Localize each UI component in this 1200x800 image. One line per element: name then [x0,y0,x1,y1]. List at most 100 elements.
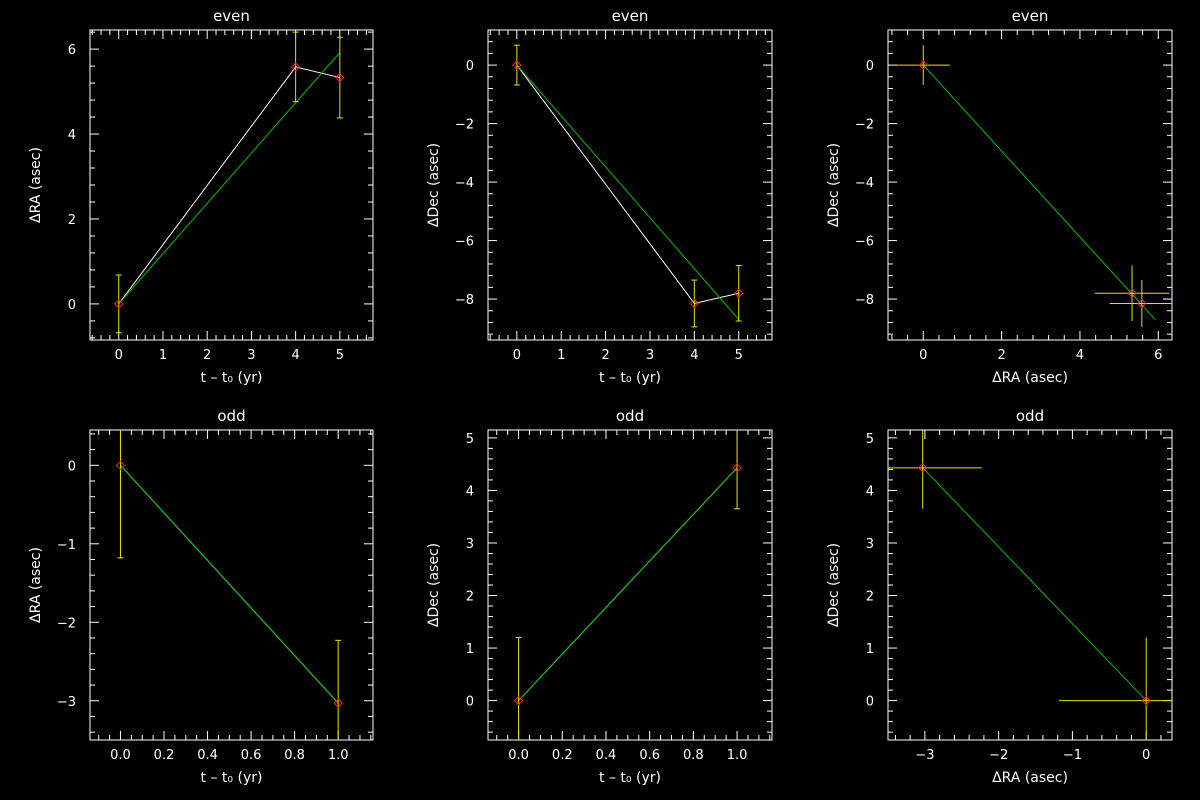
x-axis-label: t – t₀ (yr) [201,770,263,786]
plot-frame [89,429,374,741]
panel-title: even [213,7,250,25]
y-axis-label: ΔRA (asec) [28,547,44,623]
fit-line [518,467,738,701]
x-axis-label: t – t₀ (yr) [599,370,661,386]
x-tick-label: 0.2 [552,748,573,763]
y-tick-label: 2 [68,213,76,228]
y-tick-label: −4 [455,176,474,191]
x-tick-label: 2 [203,348,211,363]
plot-frame [89,29,374,341]
fit-line [922,64,1156,320]
x-tick-label: 0.6 [241,748,262,763]
y-tick-label: 4 [68,128,76,143]
data-layer [513,44,742,328]
y-tick-label: −1 [57,538,76,553]
y-tick-label: 0 [466,59,474,74]
x-tick-label: 1 [557,348,565,363]
data-point [732,463,742,473]
x-tick-label: 0.4 [197,748,218,763]
x-tick-label: 3 [247,348,255,363]
x-tick-label: 5 [336,348,344,363]
x-tick-label: 0 [513,348,521,363]
panel-1: 0 1 2 3 4 5 0 2 4 6 even t – t₀ (yr) ΔRA (asec) [28,7,374,386]
y-tick-label: −4 [855,176,874,191]
data-point [917,463,928,473]
data-point [114,299,124,309]
data-point [512,60,522,70]
x-tick-label: 4 [1076,348,1084,363]
panel-4: 0.0 0.2 0.4 0.6 0.8 1.0 −3 −2 −1 0 odd t – t₀ (yr) Δ… [28,407,374,786]
data-point [1127,288,1137,298]
y-tick-label: 1 [466,642,474,657]
y-tick-label: 2 [866,590,874,605]
x-tick-label: 1.0 [727,748,748,763]
x-axis-label: ΔRA (asec) [992,370,1068,386]
x-axis-label: ΔRA (asec) [992,770,1068,786]
x-tick-label: 0.0 [508,748,529,763]
data-point [335,72,345,83]
fit-line [516,64,740,320]
y-tick-label: 4 [466,484,474,499]
panel-3: 0 2 4 6 −8 −6 −4 −2 0 even ΔRA (asec) ΔDec (asec) [826,7,1173,386]
panel-5: 0.0 0.2 0.4 0.6 0.8 1.0 0 1 2 3 4 5 odd t – t₀ (yr) ΔD… [426,407,773,786]
x-tick-label: 0.4 [596,748,617,763]
y-tick-label: 3 [866,537,874,552]
y-tick-label: 0 [68,459,76,474]
data-point [333,698,343,708]
x-tick-label: 6 [1154,348,1162,363]
y-tick-label: −8 [855,293,874,308]
panel-title: odd [616,407,644,425]
y-axis-label: ΔRA (asec) [28,147,44,223]
x-tick-label: 0 [919,348,927,363]
fit-line [922,467,1147,701]
data-line [118,66,340,305]
x-axis-label: t – t₀ (yr) [201,370,263,386]
data-line [516,64,739,305]
x-tick-label: 0.6 [639,748,660,763]
data-layer [515,430,741,740]
x-tick-label: −2 [989,748,1008,763]
y-tick-label: 5 [466,432,474,447]
data-layer [896,45,1172,327]
x-tick-label: 1 [159,348,167,363]
panel-title: even [612,7,649,25]
y-tick-label: −6 [455,235,474,250]
y-axis-label: ΔDec (asec) [426,543,442,627]
panel-title: even [1012,7,1049,25]
y-tick-label: 0 [68,298,76,313]
data-point [918,60,928,70]
x-tick-label: −3 [915,748,934,763]
fit-line [120,464,339,704]
plot-frame [887,29,1173,341]
x-tick-label: 0 [1142,748,1150,763]
x-tick-label: 0.8 [683,748,704,763]
x-tick-label: 1.0 [328,748,349,763]
x-tick-label: 5 [735,348,743,363]
y-tick-label: 4 [866,484,874,499]
x-tick-label: 0.8 [284,748,305,763]
panel-title: odd [217,407,245,425]
y-tick-label: −2 [455,118,474,133]
y-tick-label: 0 [466,695,474,710]
x-axis-label: t – t₀ (yr) [599,770,661,786]
data-point [290,62,301,72]
data-point [115,460,126,471]
panel-title: odd [1016,407,1044,425]
y-tick-label: 2 [466,590,474,605]
data-point [734,288,744,298]
panel-2: 0 1 2 3 4 5 −8 −6 −4 −2 0 even t – t₀ (yr) ΔDec (asec… [426,7,773,386]
y-tick-label: −3 [57,695,76,710]
data-point [513,695,524,706]
y-tick-label: −8 [455,293,474,308]
x-tick-label: −1 [1063,748,1082,763]
x-tick-label: 4 [690,348,698,363]
x-tick-label: 4 [291,348,299,363]
y-tick-label: −6 [855,235,874,250]
y-tick-label: −2 [57,616,76,631]
x-tick-label: 2 [601,348,609,363]
y-tick-label: 3 [466,537,474,552]
data-point [689,298,700,309]
data-layer [117,430,342,740]
y-tick-label: 6 [68,43,76,58]
